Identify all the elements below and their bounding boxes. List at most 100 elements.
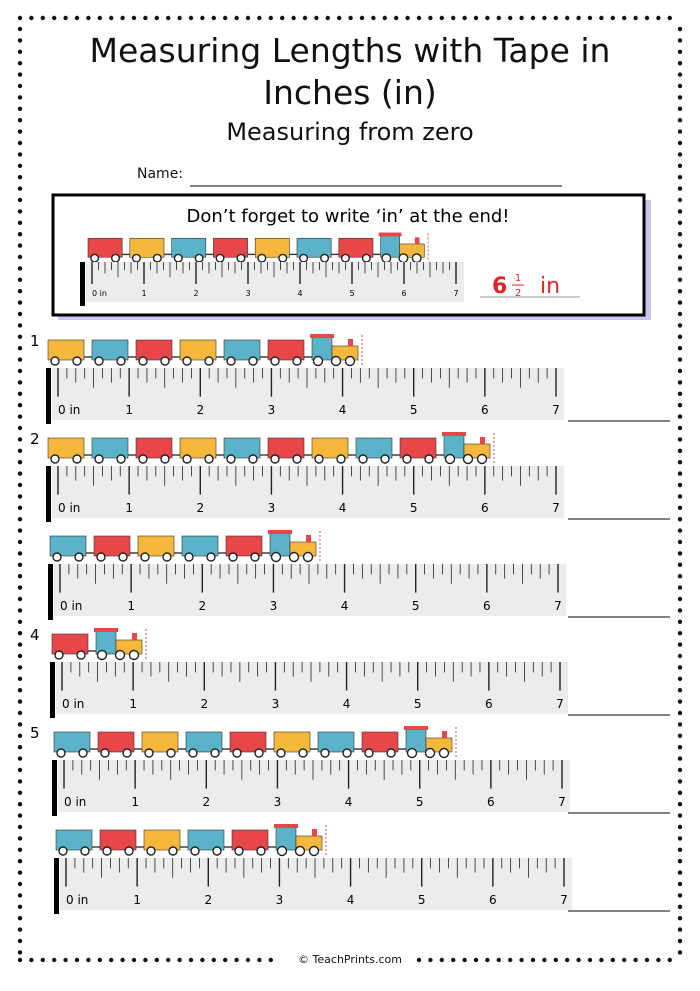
problem-number: 5 [30, 724, 40, 742]
border-dot [677, 460, 683, 465]
border-dot [17, 950, 23, 955]
border-dot [109, 957, 114, 963]
border-dot [348, 15, 353, 21]
border-dot [17, 767, 23, 773]
wheel [380, 454, 390, 464]
wheel [308, 845, 320, 857]
border-dot [245, 957, 251, 963]
border-dot [610, 15, 615, 21]
border-dot [667, 957, 672, 963]
border-dot [17, 61, 23, 66]
wheel [80, 846, 90, 856]
border-dot [677, 802, 683, 807]
wheel [254, 748, 264, 758]
border-dot [677, 95, 683, 100]
wheel [56, 748, 66, 758]
ruler-label: 6 [401, 289, 406, 298]
ruler-label: 7 [558, 795, 566, 809]
wheel [462, 453, 474, 465]
border-dot [166, 15, 171, 21]
wheel [406, 747, 418, 759]
wheel [111, 253, 121, 263]
border-dot [394, 15, 399, 21]
ruler-end [50, 662, 55, 718]
wheel [50, 454, 60, 464]
ruler-end [46, 466, 51, 522]
answer-whole: 6 [492, 274, 507, 299]
wheel [168, 846, 178, 856]
ruler [56, 662, 568, 714]
ruler-label: 1 [129, 697, 137, 711]
border-dot [677, 893, 683, 898]
border-dot [677, 881, 683, 887]
train-car [254, 237, 290, 258]
train-car [129, 237, 165, 258]
wheel [94, 356, 104, 366]
train-car [223, 437, 261, 459]
ruler [54, 564, 566, 616]
border-dot [473, 957, 479, 963]
wheel [292, 356, 302, 366]
wheel [138, 356, 148, 366]
train-car [49, 535, 87, 557]
engine-cab [380, 235, 400, 258]
engine-cab [275, 826, 297, 851]
wheel [182, 454, 192, 464]
train-car [91, 437, 129, 459]
border-dot [17, 460, 23, 465]
engine-roof [94, 628, 118, 632]
border-dot [74, 15, 80, 21]
ruler-label: 0 in [66, 893, 88, 907]
wheel [299, 253, 309, 263]
border-dot [86, 957, 91, 963]
ruler-label: 5 [418, 893, 426, 907]
border-dot [17, 927, 23, 932]
ruler-label: 4 [297, 289, 302, 298]
border-dot [40, 957, 45, 963]
border-dot [17, 140, 23, 146]
border-dot [622, 15, 627, 21]
engine-stack [306, 535, 311, 542]
train-car [181, 535, 219, 557]
wheel [256, 846, 266, 856]
engine-roof [404, 726, 428, 730]
border-dot [587, 15, 593, 21]
border-dot [677, 870, 683, 875]
border-dot [359, 15, 365, 21]
border-dot [677, 357, 683, 362]
border-dot [677, 779, 683, 784]
border-dot [677, 619, 683, 624]
wheel [94, 454, 104, 464]
border-dot [17, 106, 23, 112]
border-dot [677, 232, 683, 237]
border-dot [677, 163, 683, 168]
border-dot [17, 129, 23, 134]
wheel [340, 253, 350, 263]
border-dot [17, 83, 23, 89]
border-dot [677, 61, 683, 66]
border-dot [677, 391, 683, 396]
border-dot [473, 15, 479, 21]
border-dot [677, 414, 683, 419]
train-car [135, 437, 173, 459]
border-dot [553, 15, 558, 21]
border-dot [677, 767, 683, 773]
wheel [182, 356, 192, 366]
ruler [60, 858, 572, 910]
border-dot [268, 957, 273, 963]
ruler-end [54, 858, 59, 914]
wheel [476, 453, 488, 465]
border-dot [677, 539, 683, 545]
border-dot [109, 15, 114, 21]
border-dot [17, 243, 23, 248]
border-dot [17, 448, 23, 453]
border-dot [280, 15, 285, 21]
border-dot [576, 957, 581, 963]
border-dot [677, 266, 683, 271]
border-dot [677, 220, 683, 225]
border-dot [17, 676, 23, 681]
engine-cab [311, 336, 333, 361]
wheel [116, 454, 126, 464]
border-dot [257, 957, 262, 963]
border-dot [17, 346, 23, 351]
